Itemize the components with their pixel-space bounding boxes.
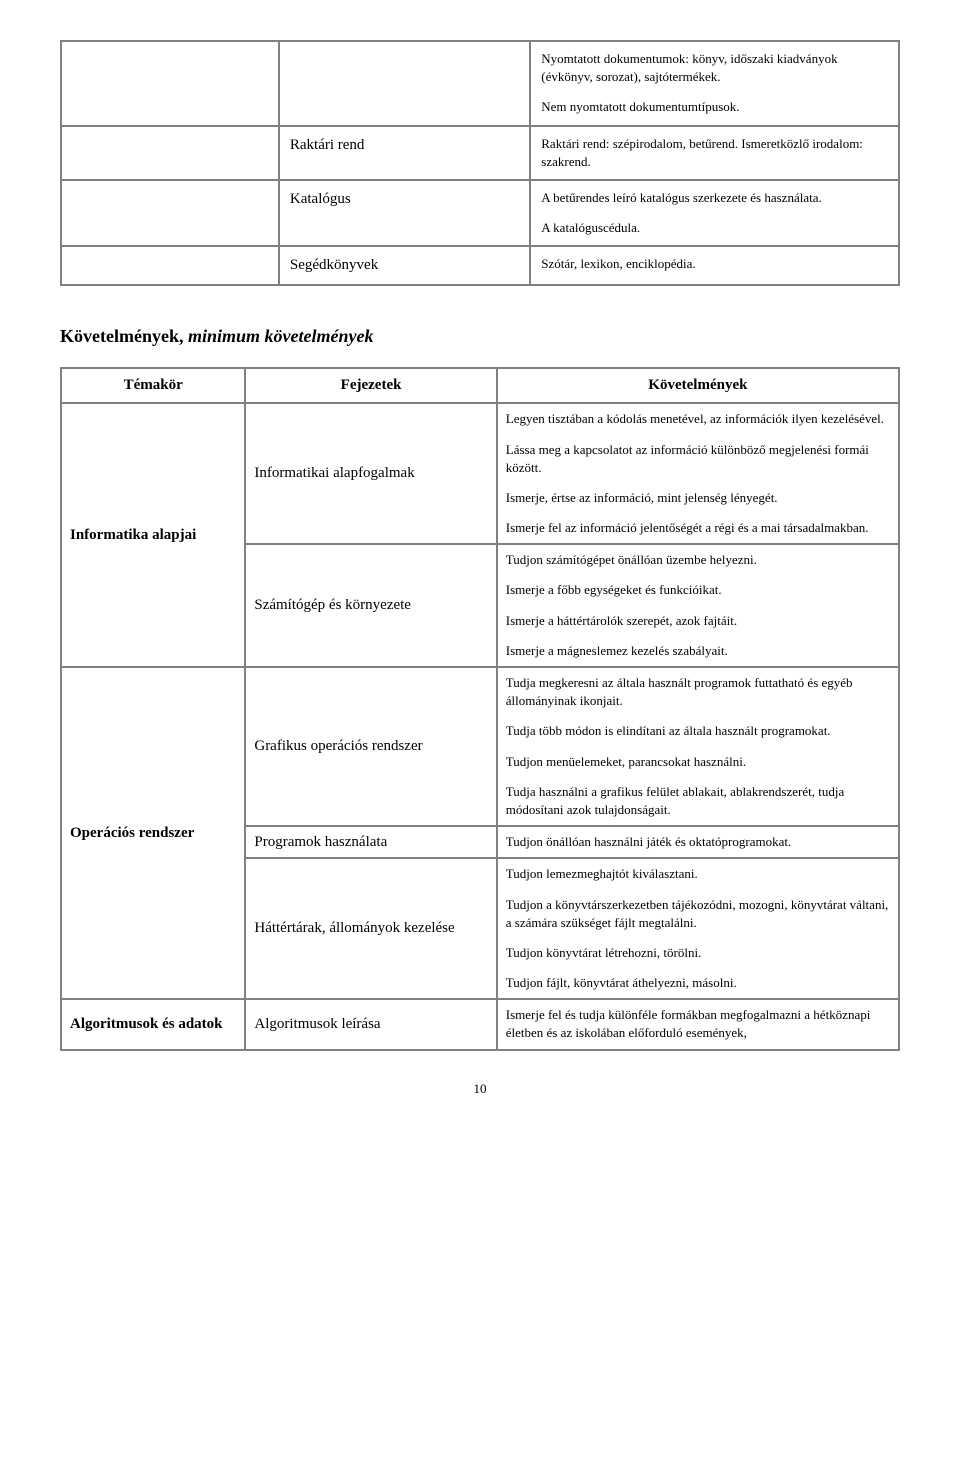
requirement-paragraph: Tudjon fájlt, könyvtárat áthelyezni, más… (506, 974, 890, 992)
page-number: 10 (60, 1081, 900, 1097)
requirement-paragraph: Ismerje fel és tudja különféle formákban… (506, 1006, 890, 1042)
requirement-paragraph: Ismerje fel az információ jelentőségét a… (506, 519, 890, 537)
chapter-cell: Algoritmusok leírása (245, 999, 496, 1049)
requirements-cell: Tudja megkeresni az általa használt prog… (497, 667, 899, 826)
chapter-cell: Grafikus operációs rendszer (245, 667, 496, 826)
upper-paragraph: A betűrendes leíró katalógus szerkezete … (541, 189, 888, 207)
upper-col3: A betűrendes leíró katalógus szerkezete … (530, 180, 899, 246)
header-requirements: Követelmények (497, 368, 899, 403)
upper-paragraph: Nyomtatott dokumentumok: könyv, időszaki… (541, 50, 888, 86)
header-topic: Témakör (61, 368, 245, 403)
upper-col1 (61, 126, 279, 180)
chapter-cell: Háttértárak, állományok kezelése (245, 858, 496, 999)
upper-col2: Raktári rend (279, 126, 530, 180)
heading-italic: minimum követelmények (188, 326, 373, 346)
chapter-cell: Számítógép és környezete (245, 544, 496, 667)
requirements-heading: Követelmények, minimum követelmények (60, 326, 900, 347)
header-chapter: Fejezetek (245, 368, 496, 403)
upper-col1 (61, 41, 279, 126)
requirements-cell: Ismerje fel és tudja különféle formákban… (497, 999, 899, 1049)
requirement-paragraph: Legyen tisztában a kódolás menetével, az… (506, 410, 890, 428)
chapter-cell: Programok használata (245, 826, 496, 858)
requirement-paragraph: Ismerje a főbb egységeket és funkcióikat… (506, 581, 890, 599)
requirement-paragraph: Tudjon menüelemeket, parancsokat használ… (506, 753, 890, 771)
requirements-cell: Tudjon lemezmeghajtót kiválasztani. Tudjo… (497, 858, 899, 999)
requirement-paragraph: Lássa meg a kapcsolatot az információ kü… (506, 441, 890, 477)
requirement-paragraph: Tudjon lemezmeghajtót kiválasztani. (506, 865, 890, 883)
topic-cell: Algoritmusok és adatok (61, 999, 245, 1049)
upper-paragraph: Szótár, lexikon, enciklopédia. (541, 255, 888, 273)
requirements-table: Témakör Fejezetek Követelmények Informat… (60, 367, 900, 1050)
upper-col3: Szótár, lexikon, enciklopédia. (530, 246, 899, 285)
upper-col2 (279, 41, 530, 126)
requirement-paragraph: Tudjon könyvtárat létrehozni, törölni. (506, 944, 890, 962)
upper-col3: Nyomtatott dokumentumok: könyv, időszaki… (530, 41, 899, 126)
requirement-paragraph: Ismerje a mágneslemez kezelés szabályait… (506, 642, 890, 660)
requirement-paragraph: Tudja megkeresni az általa használt prog… (506, 674, 890, 710)
heading-plain: Követelmények, (60, 326, 188, 346)
topic-cell: Operációs rendszer (61, 667, 245, 999)
upper-col1 (61, 180, 279, 246)
upper-paragraph: Raktári rend: szépirodalom, betűrend. Is… (541, 135, 888, 171)
requirements-cell: Legyen tisztában a kódolás menetével, az… (497, 403, 899, 544)
upper-col2: Katalógus (279, 180, 530, 246)
requirement-paragraph: Tudjon önállóan használni játék és oktat… (506, 833, 890, 851)
requirement-paragraph: Ismerje a háttértárolók szerepét, azok f… (506, 612, 890, 630)
requirement-paragraph: Ismerje, értse az információ, mint jelen… (506, 489, 890, 507)
upper-fragment-table: Nyomtatott dokumentumok: könyv, időszaki… (60, 40, 900, 286)
requirement-paragraph: Tudja több módon is elindítani az általa… (506, 722, 890, 740)
upper-col2: Segédkönyvek (279, 246, 530, 285)
upper-paragraph: A katalóguscédula. (541, 219, 888, 237)
requirement-paragraph: Tudjon számítógépet önállóan üzembe hely… (506, 551, 890, 569)
upper-paragraph: Nem nyomtatott dokumentumtípusok. (541, 98, 888, 116)
upper-col1 (61, 246, 279, 285)
topic-cell: Informatika alapjai (61, 403, 245, 667)
requirements-cell: Tudjon önállóan használni játék és oktat… (497, 826, 899, 858)
requirement-paragraph: Tudjon a könyvtárszerkezetben tájékozódn… (506, 896, 890, 932)
requirement-paragraph: Tudja használni a grafikus felület ablak… (506, 783, 890, 819)
requirements-cell: Tudjon számítógépet önállóan üzembe hely… (497, 544, 899, 667)
chapter-cell: Informatikai alapfogalmak (245, 403, 496, 544)
upper-col3: Raktári rend: szépirodalom, betűrend. Is… (530, 126, 899, 180)
